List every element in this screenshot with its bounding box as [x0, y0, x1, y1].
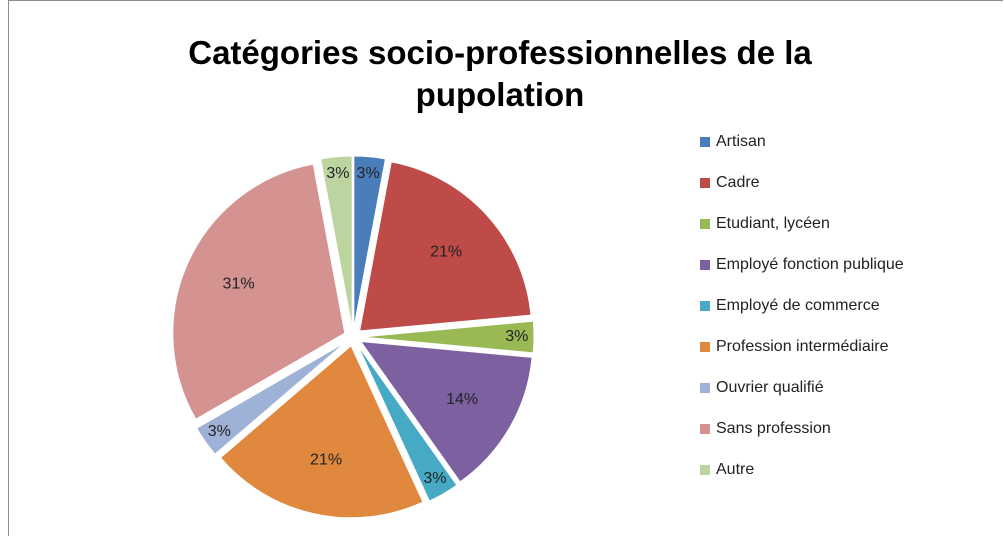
legend-label: Employé fonction publique — [716, 256, 904, 273]
data-label: 31% — [223, 276, 255, 293]
data-label: 3% — [505, 328, 528, 345]
legend-label: Employé de commerce — [716, 297, 880, 314]
data-label: 3% — [357, 165, 380, 182]
legend-label: Etudiant, lycéen — [716, 215, 830, 232]
legend-swatch — [700, 342, 710, 352]
data-label: 3% — [423, 470, 446, 487]
pie-slice — [172, 163, 346, 420]
legend-swatch — [700, 219, 710, 229]
legend-swatch — [700, 465, 710, 475]
legend-swatch — [700, 260, 710, 270]
legend-swatch — [700, 424, 710, 434]
pie-slice — [219, 344, 424, 519]
legend-label: Autre — [716, 461, 754, 478]
pie-slice — [359, 340, 533, 483]
pie-slice — [359, 161, 532, 332]
data-label: 14% — [446, 391, 478, 408]
legend-swatch — [700, 301, 710, 311]
pie-slice — [353, 155, 387, 329]
legend-label: Ouvrier qualifié — [716, 379, 824, 396]
data-label: 21% — [430, 243, 462, 260]
data-label: 3% — [208, 423, 231, 440]
pie-slice — [361, 320, 535, 354]
legend-swatch — [700, 137, 710, 147]
legend-label: Artisan — [716, 133, 766, 150]
pie-slice — [319, 155, 353, 329]
legend-label: Profession intermédiaire — [716, 338, 889, 355]
chart-title: Catégories socio-professionnelles de la … — [188, 34, 812, 113]
legend-label: Sans profession — [716, 420, 831, 437]
data-label: 21% — [310, 451, 342, 468]
data-label: 3% — [326, 165, 349, 182]
legend-label: Cadre — [716, 174, 760, 191]
legend-swatch — [700, 383, 710, 393]
chart-frame — [8, 0, 1003, 536]
pie-slice — [196, 341, 346, 455]
pie-slice — [357, 344, 458, 502]
legend-swatch — [700, 178, 710, 188]
